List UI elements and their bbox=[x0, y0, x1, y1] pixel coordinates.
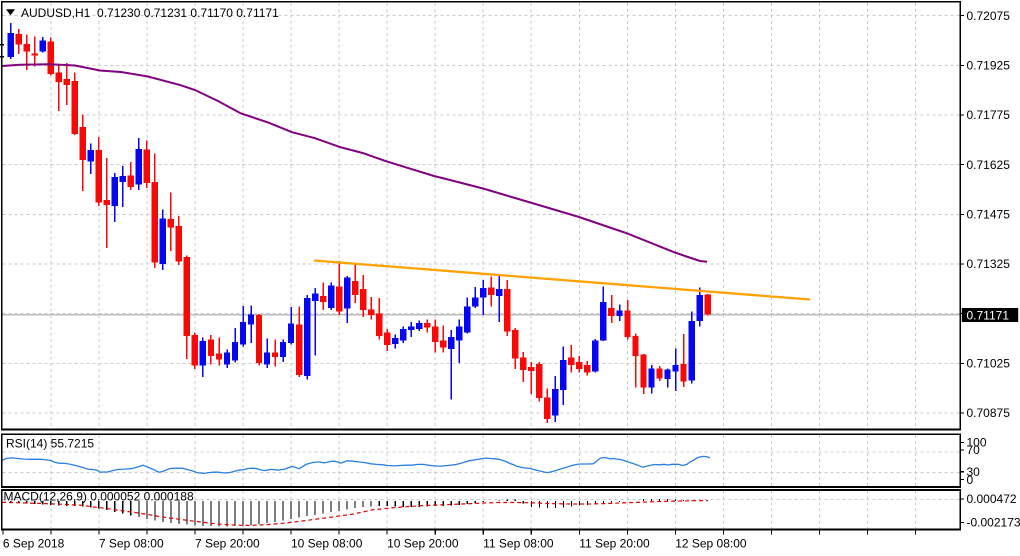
svg-text:6 Sep 2018: 6 Sep 2018 bbox=[3, 536, 65, 550]
svg-text:0.72075: 0.72075 bbox=[967, 9, 1011, 23]
svg-text:100: 100 bbox=[967, 436, 987, 450]
svg-text:0.70875: 0.70875 bbox=[967, 406, 1011, 420]
svg-text:7 Sep 08:00: 7 Sep 08:00 bbox=[99, 536, 164, 550]
svg-text:30: 30 bbox=[967, 465, 981, 479]
svg-text:MACD(12,26,9) 0.000052 0.00018: MACD(12,26,9) 0.000052 0.000188 bbox=[4, 489, 194, 503]
svg-text:12 Sep 08:00: 12 Sep 08:00 bbox=[675, 536, 747, 550]
svg-text:0.71325: 0.71325 bbox=[967, 257, 1011, 271]
svg-text:11 Sep 20:00: 11 Sep 20:00 bbox=[579, 536, 650, 550]
svg-text:0.71025: 0.71025 bbox=[967, 357, 1011, 371]
svg-text:RSI(14) 55.7215: RSI(14) 55.7215 bbox=[6, 437, 94, 451]
svg-text:AUDUSD,H1 0.71230 0.71231 0.7: AUDUSD,H1 0.71230 0.71231 0.71170 0.7117… bbox=[21, 6, 279, 20]
svg-text:70: 70 bbox=[967, 443, 981, 457]
svg-text:0.71625: 0.71625 bbox=[967, 158, 1011, 172]
svg-text:-0.002173: -0.002173 bbox=[967, 516, 1020, 530]
svg-text:7 Sep 20:00: 7 Sep 20:00 bbox=[195, 536, 260, 550]
svg-text:0.71775: 0.71775 bbox=[967, 108, 1011, 122]
svg-text:0.000472: 0.000472 bbox=[967, 492, 1017, 506]
svg-text:0.71925: 0.71925 bbox=[967, 59, 1011, 73]
svg-text:10 Sep 08:00: 10 Sep 08:00 bbox=[291, 536, 363, 550]
svg-text:0.71171: 0.71171 bbox=[967, 309, 1010, 323]
svg-text:11 Sep 08:00: 11 Sep 08:00 bbox=[483, 536, 554, 550]
svg-text:0.71475: 0.71475 bbox=[967, 208, 1011, 222]
svg-text:10 Sep 20:00: 10 Sep 20:00 bbox=[387, 536, 459, 550]
svg-text:0: 0 bbox=[967, 473, 974, 487]
